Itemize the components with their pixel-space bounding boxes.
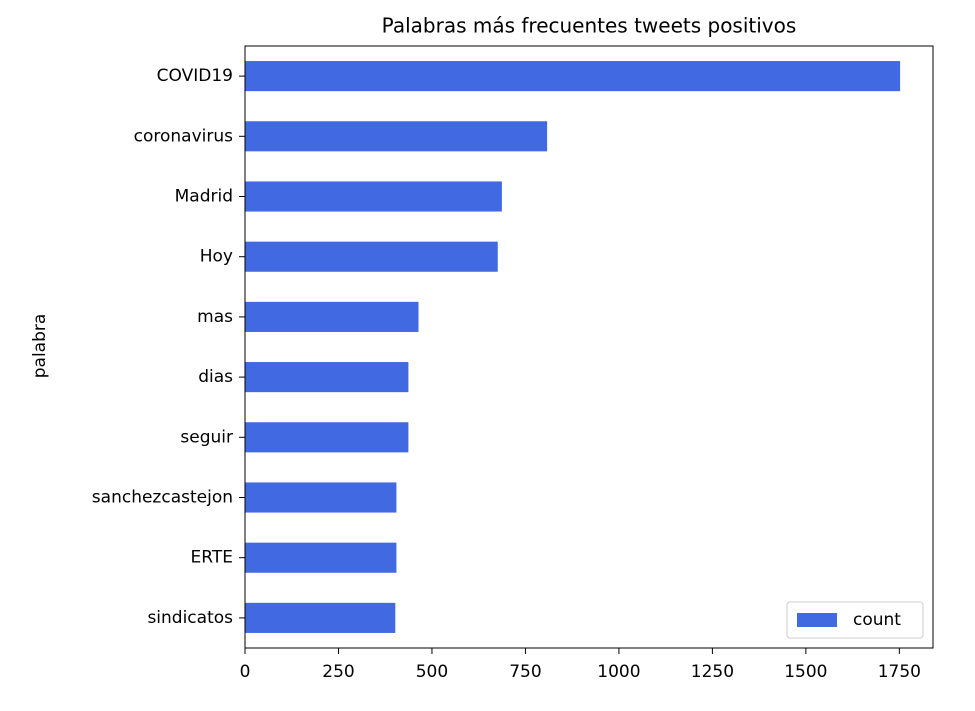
y-tick-label: Hoy xyxy=(200,247,233,267)
legend-box xyxy=(786,601,924,639)
x-tick-label: 0 xyxy=(240,662,251,682)
legend-swatch xyxy=(797,613,837,627)
bar xyxy=(245,542,397,573)
y-tick-label: COVID19 xyxy=(157,66,233,86)
y-tick-label: ERTE xyxy=(191,548,233,568)
x-tick-label: 1000 xyxy=(597,662,640,682)
x-tick-label: 1250 xyxy=(691,662,734,682)
x-tick-label: 250 xyxy=(322,662,354,682)
y-tick-label: Madrid xyxy=(175,187,233,207)
axes-frame xyxy=(244,45,934,649)
y-tick-label: coronavirus xyxy=(134,126,234,146)
y-tick-label: mas xyxy=(197,307,233,327)
x-tick-label: 500 xyxy=(416,662,448,682)
bar xyxy=(245,121,548,152)
bar xyxy=(245,602,396,633)
y-axis-label: palabra xyxy=(30,314,50,379)
y-tick-label: dias xyxy=(198,367,233,387)
bar xyxy=(245,362,409,393)
x-tick-label: 1750 xyxy=(878,662,921,682)
chart-title: Palabras más frecuentes tweets positivos xyxy=(382,14,797,38)
x-tick-label: 1500 xyxy=(784,662,827,682)
bar xyxy=(245,181,502,212)
y-tick-label: seguir xyxy=(180,427,233,447)
y-tick-label: sindicatos xyxy=(147,608,233,628)
bar xyxy=(245,482,397,513)
bar xyxy=(245,301,419,332)
bar xyxy=(245,422,409,453)
x-tick-label: 750 xyxy=(509,662,541,682)
y-tick-label: sanchezcastejon xyxy=(92,488,233,508)
legend-label: count xyxy=(853,610,901,630)
bar xyxy=(245,61,901,92)
bar xyxy=(245,241,498,272)
